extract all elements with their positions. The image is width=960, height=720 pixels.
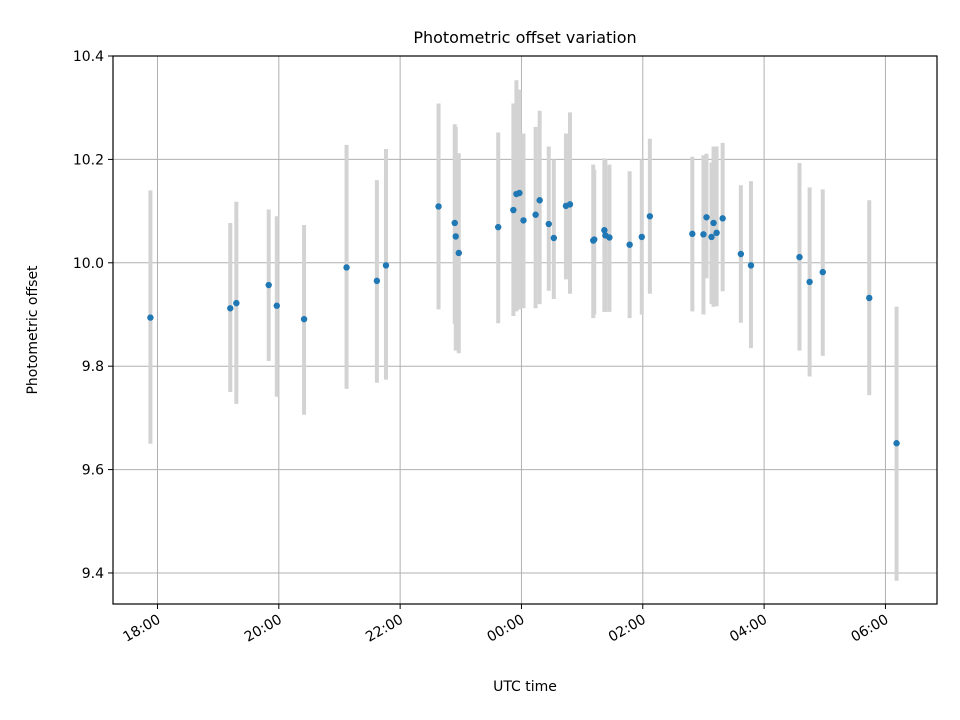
y-tick-label: 10.0 [73, 256, 104, 272]
data-point [710, 219, 717, 227]
data-point [233, 299, 240, 307]
data-point [435, 203, 442, 210]
data-point [536, 197, 543, 204]
data-point [796, 253, 803, 261]
y-tick-label: 10.2 [73, 152, 104, 168]
data-point [866, 294, 873, 302]
x-axis-ticks: 18:00 20:00 22:00 00:00 02:00 04:00 06:00 [121, 604, 891, 646]
data-point [638, 233, 645, 241]
data-point [806, 278, 813, 286]
data-point [566, 201, 574, 208]
data-point [532, 211, 539, 218]
x-axis-label: UTC time [493, 679, 557, 695]
data-point [382, 262, 390, 269]
plot-area-frame [112, 55, 938, 605]
data-point [708, 233, 715, 241]
x-tick-label: 04:00 [727, 612, 770, 646]
data-point [516, 189, 523, 197]
data-point [747, 262, 755, 269]
data-point [700, 231, 707, 238]
data-point [719, 215, 726, 222]
data-point [606, 234, 613, 241]
data-points [147, 189, 900, 447]
chart-title: Photometric offset variation [413, 28, 636, 47]
data-point [455, 249, 462, 257]
data-point [703, 214, 710, 221]
data-point [737, 250, 745, 258]
data-point [452, 233, 459, 240]
x-tick-label: 06:00 [848, 612, 891, 646]
data-point [273, 302, 280, 309]
x-tick-label: 18:00 [121, 612, 164, 646]
y-tick-label: 9.4 [82, 566, 104, 582]
x-tick-label: 20:00 [242, 612, 285, 646]
data-point [626, 241, 633, 248]
data-point [227, 305, 234, 312]
error-bars [148, 80, 899, 581]
data-point [819, 268, 826, 276]
x-tick-label: 22:00 [363, 612, 406, 646]
data-point [343, 264, 350, 271]
data-point [495, 223, 502, 231]
data-point [510, 206, 517, 214]
y-tick-label: 9.6 [82, 463, 104, 479]
data-point [646, 213, 654, 220]
data-point [265, 281, 272, 289]
data-point [300, 315, 308, 323]
y-axis-label: Photometric offset [25, 265, 41, 395]
x-tick-label: 00:00 [485, 612, 528, 646]
data-point [601, 227, 608, 234]
data-point [591, 236, 598, 243]
data-point [713, 229, 720, 237]
y-axis-ticks: 9.4 9.6 9.8 10.0 10.2 10.4 [73, 49, 113, 582]
y-tick-label: 10.4 [73, 49, 104, 65]
data-point [373, 277, 381, 285]
data-point [520, 217, 527, 224]
data-point [893, 440, 900, 447]
y-tick-label: 9.8 [82, 359, 104, 375]
x-tick-label: 02:00 [606, 612, 649, 646]
data-point [545, 220, 552, 228]
data-point [550, 234, 558, 242]
data-point [451, 219, 458, 227]
data-point [689, 230, 696, 238]
data-point [147, 314, 154, 321]
